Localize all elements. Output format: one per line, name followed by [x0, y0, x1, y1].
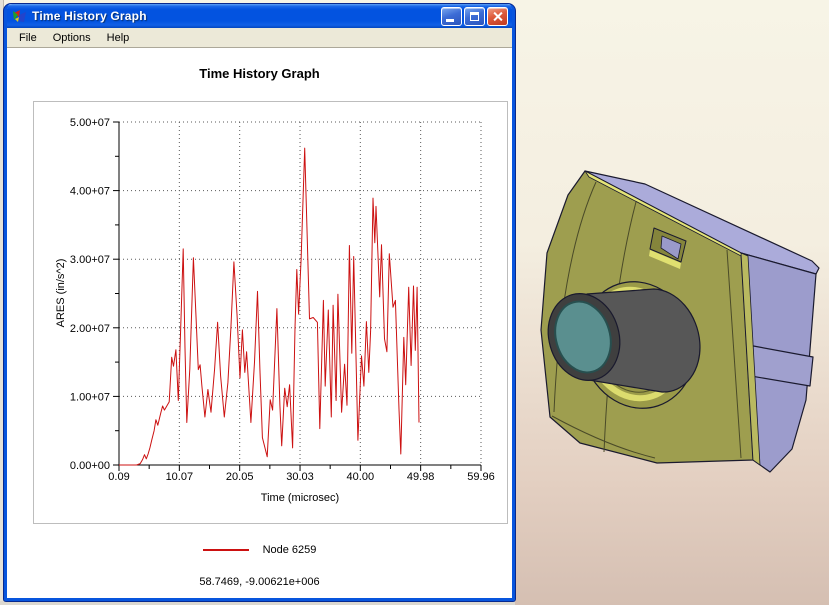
- svg-text:59.96: 59.96: [467, 471, 495, 483]
- menu-options[interactable]: Options: [52, 31, 91, 44]
- legend-label: Node 6259: [262, 544, 317, 556]
- close-icon: [492, 11, 503, 22]
- menubar: File Options Help: [7, 28, 512, 48]
- svg-text:2.00+07: 2.00+07: [70, 323, 110, 335]
- camera-right-bevel: [740, 252, 761, 466]
- svg-text:0.00+00: 0.00+00: [70, 460, 110, 472]
- svg-text:0.09: 0.09: [108, 471, 129, 483]
- svg-text:40.00: 40.00: [347, 471, 375, 483]
- svg-text:5.00+07: 5.00+07: [70, 117, 110, 129]
- svg-text:ARES (in/s^2): ARES (in/s^2): [55, 259, 67, 328]
- chart-legend: Node 6259: [7, 544, 512, 556]
- legend-line-swatch: [202, 549, 249, 551]
- background-strip: [0, 0, 4, 605]
- maximize-button[interactable]: [464, 6, 485, 26]
- cursor-coordinates: 58.7469, -9.00621e+006: [199, 576, 320, 588]
- minimize-icon: [446, 18, 454, 22]
- chart-panel: 0.09 10.07 20.05 30.03 40.00 49.98 59.96 0.00+0…: [33, 101, 508, 524]
- svg-text:49.98: 49.98: [407, 471, 435, 483]
- svg-text:30.03: 30.03: [286, 471, 314, 483]
- camera-lens-barrel: [547, 288, 701, 393]
- menu-help[interactable]: Help: [106, 31, 130, 44]
- plot-area[interactable]: 0.09 10.07 20.05 30.03 40.00 49.98 59.96 0.00+0…: [34, 102, 507, 523]
- minimize-button[interactable]: [441, 6, 462, 26]
- menu-file[interactable]: File: [19, 31, 37, 44]
- app-icon: [13, 10, 26, 22]
- maximize-icon: [470, 11, 479, 21]
- camera-model: [540, 170, 820, 473]
- svg-text:Time (microsec): Time (microsec): [261, 492, 339, 504]
- cad-viewport[interactable]: [515, 0, 829, 605]
- close-button[interactable]: [487, 6, 508, 26]
- graph-client-area: Time History Graph 0.09 10.07 20.05 30.03 40…: [7, 48, 512, 597]
- svg-text:1.00+07: 1.00+07: [70, 391, 110, 403]
- svg-text:3.00+07: 3.00+07: [70, 254, 110, 266]
- camera-viewfinder: [649, 227, 687, 269]
- time-history-window: Time History Graph File Options Help Tim…: [4, 4, 515, 601]
- background-strip-bottom: [0, 601, 515, 605]
- svg-text:4.00+07: 4.00+07: [70, 186, 110, 198]
- titlebar[interactable]: Time History Graph: [7, 4, 512, 28]
- svg-text:10.07: 10.07: [166, 471, 194, 483]
- svg-text:20.05: 20.05: [226, 471, 254, 483]
- chart-title: Time History Graph: [199, 66, 320, 81]
- camera-lens-glass: [554, 300, 612, 374]
- window-title: Time History Graph: [32, 9, 147, 23]
